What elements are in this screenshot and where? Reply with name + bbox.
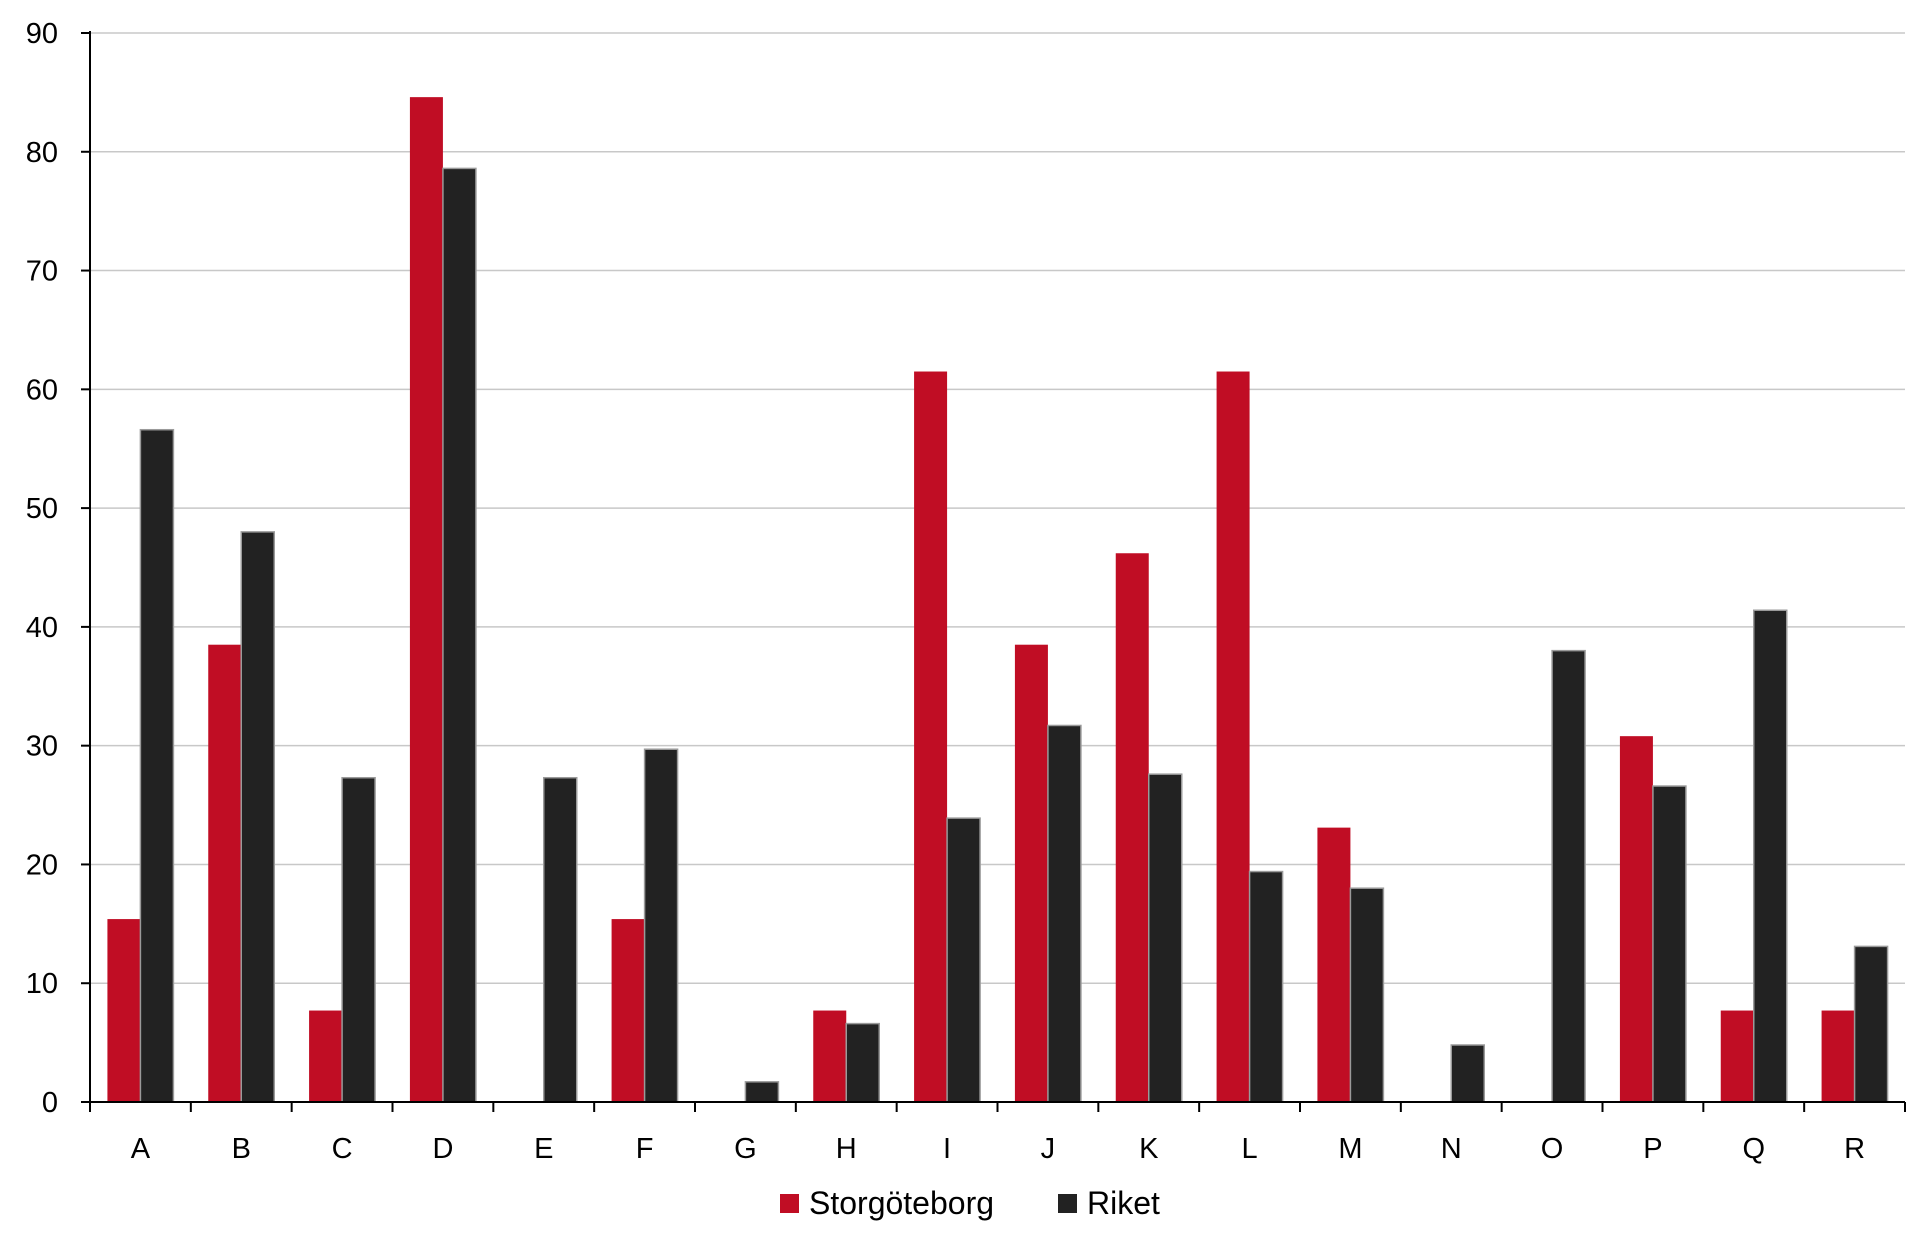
bar-E-riket	[543, 776, 578, 1103]
bar-Q-riket	[1753, 609, 1788, 1103]
y-tick-label: 30	[26, 731, 58, 763]
y-axis-ticks: 0 10 20 30 40 50 60 70 80 90	[26, 18, 90, 1119]
x-tick-label-C: C	[332, 1133, 353, 1165]
bar-D-storgoteborg	[409, 97, 443, 1102]
x-tick-label-M: M	[1338, 1133, 1362, 1165]
bar-F-storgoteborg	[611, 919, 645, 1102]
x-tick-label-D: D	[432, 1133, 453, 1165]
y-tick-label: 80	[26, 137, 58, 169]
legend-swatch-storgoteborg	[780, 1194, 799, 1213]
x-tick-label-N: N	[1441, 1133, 1462, 1165]
y-tick-label: 20	[26, 849, 58, 881]
bar-A-riket	[139, 428, 175, 1103]
bar-R-storgoteborg	[1821, 1010, 1855, 1102]
bar-K-riket	[1148, 773, 1183, 1103]
legend-label-riket: Riket	[1087, 1185, 1160, 1221]
x-tick-label-G: G	[734, 1133, 757, 1165]
bar-R-riket	[1853, 945, 1889, 1103]
y-tick-label: 70	[26, 256, 58, 288]
bar-L-riket	[1248, 870, 1284, 1103]
bar-M-riket	[1349, 887, 1385, 1103]
bar-H-storgoteborg	[813, 1010, 847, 1102]
x-axis-ticks: A B C D E F G H I J K L M N O P Q R	[89, 1102, 1906, 1165]
gridlines	[90, 32, 1905, 984]
bars	[107, 97, 1889, 1103]
bar-O-riket	[1551, 649, 1586, 1103]
bar-Q-storgoteborg	[1720, 1010, 1754, 1102]
x-tick-label-A: A	[131, 1133, 151, 1165]
y-tick-label: 40	[26, 612, 58, 644]
x-tick-label-K: K	[1139, 1133, 1159, 1165]
bar-P-storgoteborg	[1619, 736, 1653, 1102]
bar-P-riket	[1652, 785, 1687, 1103]
x-tick-label-R: R	[1844, 1133, 1865, 1165]
y-tick-label: 50	[26, 493, 58, 525]
x-tick-label-I: I	[943, 1133, 951, 1165]
bar-J-riket	[1047, 724, 1082, 1103]
y-tick-label: 0	[42, 1087, 58, 1119]
bar-N-riket	[1450, 1044, 1485, 1103]
x-tick-label-L: L	[1242, 1133, 1258, 1165]
bar-C-riket	[341, 776, 376, 1103]
bar-K-storgoteborg	[1115, 553, 1149, 1102]
x-tick-label-P: P	[1643, 1133, 1662, 1165]
x-tick-label-E: E	[534, 1133, 553, 1165]
legend-label-storgoteborg: Storgöteborg	[809, 1185, 994, 1221]
bar-A-storgoteborg	[107, 919, 141, 1102]
bar-J-storgoteborg	[1014, 644, 1048, 1102]
bar-M-storgoteborg	[1317, 827, 1351, 1102]
legend-swatch-riket	[1058, 1194, 1077, 1213]
y-tick-label: 10	[26, 968, 58, 1000]
y-tick-label: 90	[26, 18, 58, 50]
bar-F-riket	[643, 748, 679, 1103]
bar-I-riket	[946, 817, 981, 1103]
bar-I-storgoteborg	[914, 371, 948, 1102]
x-tick-label-H: H	[836, 1133, 857, 1165]
bar-L-storgoteborg	[1216, 371, 1250, 1102]
bar-B-riket	[240, 531, 275, 1103]
bar-H-riket	[845, 1022, 880, 1103]
legend: Storgöteborg Riket	[780, 1185, 1160, 1221]
x-tick-label-B: B	[232, 1133, 251, 1165]
bar-C-storgoteborg	[309, 1010, 343, 1102]
bar-G-riket	[744, 1081, 780, 1103]
bar-B-storgoteborg	[208, 644, 242, 1102]
x-tick-label-Q: Q	[1742, 1133, 1765, 1165]
x-tick-label-J: J	[1041, 1133, 1056, 1165]
x-tick-label-O: O	[1541, 1133, 1564, 1165]
x-tick-label-F: F	[636, 1133, 654, 1165]
y-tick-label: 60	[26, 374, 58, 406]
bar-D-riket	[442, 167, 477, 1103]
